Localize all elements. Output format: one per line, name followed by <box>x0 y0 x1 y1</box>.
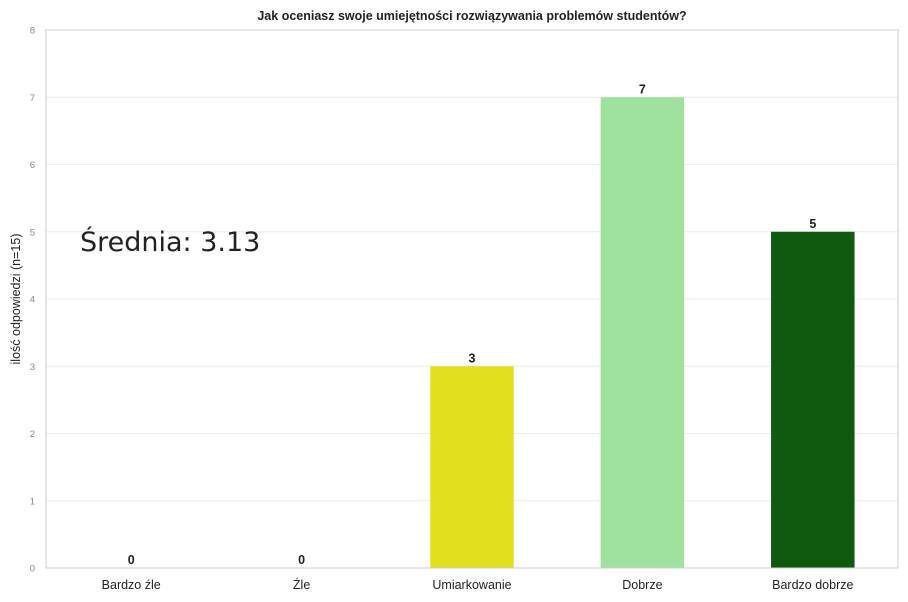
y-tick-labels: 0 1 2 3 4 5 6 7 8 <box>30 26 35 575</box>
x-tick-label: Umiarkowanie <box>432 578 511 592</box>
y-tick-label: 8 <box>30 26 35 37</box>
bar <box>771 231 855 568</box>
bars <box>430 97 855 568</box>
bar-value-labels: 0 0 3 7 5 <box>128 82 817 567</box>
y-tick-label: 2 <box>30 429 35 440</box>
x-tick-label: Bardzo dobrze <box>772 578 853 592</box>
x-tick-label: Dobrze <box>622 578 662 592</box>
bar-value-label: 0 <box>298 553 305 567</box>
y-tick-label: 5 <box>30 227 35 238</box>
y-tick-label: 0 <box>30 564 35 575</box>
bar <box>600 97 685 568</box>
x-tick-label: Źle <box>293 577 310 592</box>
y-tick-label: 4 <box>30 295 35 306</box>
mean-annotation: Średnia: 3.13 <box>80 226 260 258</box>
x-tick-label: Bardzo źle <box>102 578 161 592</box>
chart-title: Jak oceniasz swoje umiejętności rozwiązy… <box>257 9 686 23</box>
x-tick-labels: Bardzo źle Źle Umiarkowanie Dobrze Bardzo do… <box>102 577 854 592</box>
y-tick-label: 3 <box>30 362 35 373</box>
bar-value-label: 7 <box>639 82 646 96</box>
bar-value-label: 3 <box>469 351 476 365</box>
y-tick-label: 6 <box>30 160 35 171</box>
bar <box>430 366 514 568</box>
bar-value-label: 5 <box>809 217 816 231</box>
y-tick-label: 7 <box>30 93 35 104</box>
plot-frame <box>45 29 899 569</box>
y-tick-label: 1 <box>30 496 35 507</box>
bar-value-label: 0 <box>128 553 135 567</box>
y-axis-label: ilość odpowiedzi (n=15) <box>9 234 23 365</box>
